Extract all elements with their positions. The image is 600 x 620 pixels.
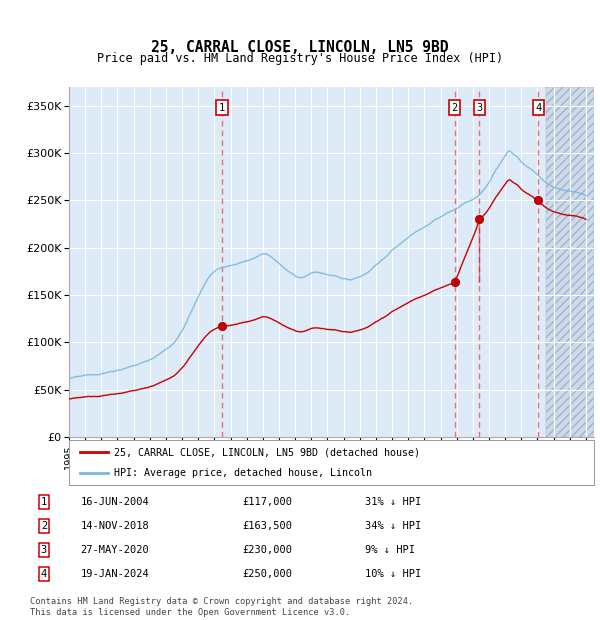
Text: 31% ↓ HPI: 31% ↓ HPI — [365, 497, 421, 507]
Text: 1: 1 — [218, 102, 225, 113]
Text: 25, CARRAL CLOSE, LINCOLN, LN5 9BD (detached house): 25, CARRAL CLOSE, LINCOLN, LN5 9BD (deta… — [113, 447, 419, 458]
Text: 19-JAN-2024: 19-JAN-2024 — [80, 569, 149, 579]
Text: 4: 4 — [41, 569, 47, 579]
Text: 25, CARRAL CLOSE, LINCOLN, LN5 9BD: 25, CARRAL CLOSE, LINCOLN, LN5 9BD — [151, 40, 449, 55]
Text: 2: 2 — [41, 521, 47, 531]
Text: 3: 3 — [476, 102, 482, 113]
Bar — [545, 87, 594, 437]
Text: 4: 4 — [535, 102, 541, 113]
Text: 10% ↓ HPI: 10% ↓ HPI — [365, 569, 421, 579]
Text: 2: 2 — [451, 102, 458, 113]
Text: 34% ↓ HPI: 34% ↓ HPI — [365, 521, 421, 531]
Text: HPI: Average price, detached house, Lincoln: HPI: Average price, detached house, Linc… — [113, 467, 371, 478]
Text: Contains HM Land Registry data © Crown copyright and database right 2024.
This d: Contains HM Land Registry data © Crown c… — [30, 598, 413, 617]
Text: £230,000: £230,000 — [242, 545, 292, 555]
Text: 3: 3 — [41, 545, 47, 555]
Text: 16-JUN-2004: 16-JUN-2004 — [80, 497, 149, 507]
Text: Price paid vs. HM Land Registry's House Price Index (HPI): Price paid vs. HM Land Registry's House … — [97, 52, 503, 64]
Text: 27-MAY-2020: 27-MAY-2020 — [80, 545, 149, 555]
Text: 14-NOV-2018: 14-NOV-2018 — [80, 521, 149, 531]
Text: 1: 1 — [41, 497, 47, 507]
Bar — [545, 87, 594, 437]
Text: £163,500: £163,500 — [242, 521, 292, 531]
Text: £117,000: £117,000 — [242, 497, 292, 507]
Text: £250,000: £250,000 — [242, 569, 292, 579]
Text: 9% ↓ HPI: 9% ↓ HPI — [365, 545, 415, 555]
